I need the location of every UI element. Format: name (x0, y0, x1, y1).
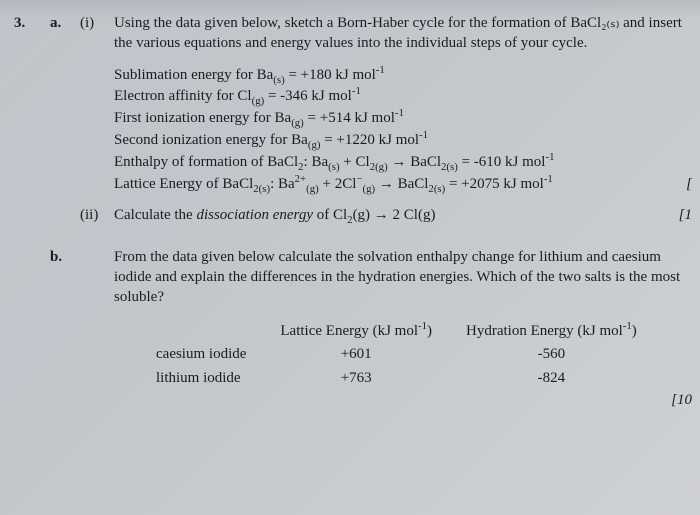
marks-bracket-3: [10 (671, 391, 692, 411)
d6-a: Lattice Energy of BaCl (114, 176, 253, 192)
d3-label: First ionization energy for Ba (114, 110, 291, 126)
phase-g: (g) (308, 139, 321, 151)
unit-sup: -1 (376, 64, 385, 76)
unit-sup: -1 (395, 107, 404, 119)
part-b: b. From the data given below calculate t… (14, 248, 692, 407)
ai-intro-text: Using the data given below, sketch a Bor… (114, 14, 686, 54)
phase-g: (g) (306, 183, 319, 195)
lithium-hydration: -824 (460, 367, 665, 391)
question-number: 3. (14, 14, 50, 196)
sub-2s: 2(s) (428, 183, 445, 195)
caesium-name: caesium iodide (150, 343, 274, 367)
blank-header (150, 320, 274, 344)
aii-dissociation: dissociation energy (196, 207, 313, 223)
hydration-header: Hydration Energy (kJ mol-1) (460, 320, 665, 344)
b-intro-text: From the data given below calculate the … (114, 248, 686, 307)
marks-bracket-2: [1 (679, 206, 692, 226)
d2-label: Electron affinity for Cl (114, 88, 252, 104)
phase-g: (g) (252, 95, 265, 107)
caesium-lattice: +601 (274, 343, 460, 367)
first-ionization-line: First ionization energy for Ba(g) = +514… (114, 109, 686, 129)
d5-c: + Cl (340, 154, 370, 170)
phase-g: (g) (362, 183, 375, 195)
phase-g: (g) (291, 117, 304, 129)
enthalpy-formation-line: Enthalpy of formation of BaCl2: Ba(s) + … (114, 153, 686, 173)
subpart-b-label: b. (50, 248, 80, 407)
second-ionization-line: Second ionization energy for Ba(g) = +12… (114, 131, 686, 151)
part-a-ii: (ii) Calculate the dissociation energy o… (14, 206, 692, 226)
unit-sup: -1 (352, 85, 361, 97)
lattice-header: Lattice Energy (kJ mol-1) (274, 320, 460, 344)
unit-sup: -1 (419, 129, 428, 141)
aii-t4: (g) → 2 Cl(g) (353, 207, 436, 223)
d6-e: = +2075 kJ mol (445, 176, 544, 192)
d5-b: : Ba (304, 154, 329, 170)
d5-e: = -610 kJ mol (458, 154, 546, 170)
aii-t1: Calculate the (114, 207, 196, 223)
table-header-row: Lattice Energy (kJ mol-1) Hydration Ener… (150, 320, 665, 344)
d5-a: Enthalpy of formation of BaCl (114, 154, 298, 170)
caesium-hydration: -560 (460, 343, 665, 367)
table-row: caesium iodide +601 -560 (150, 343, 665, 367)
sublimation-line: Sublimation energy for Ba(s) = +180 kJ m… (114, 66, 686, 86)
d6-d: → BaCl (375, 176, 428, 192)
phase-s: (s) (273, 74, 284, 86)
lattice-energy-line: Lattice Energy of BaCl2(s): Ba2+(g) + 2C… (114, 175, 686, 195)
aii-t3: of Cl (313, 207, 347, 223)
part-a-i: 3. a. (i) Using the data given below, sk… (14, 14, 692, 196)
sub-2s: 2(s) (441, 161, 458, 173)
roman-ii-label: (ii) (80, 206, 114, 226)
electron-affinity-line: Electron affinity for Cl(g) = -346 kJ mo… (114, 87, 686, 107)
d4-label: Second ionization energy for Ba (114, 132, 308, 148)
marks-bracket-1: [ (686, 175, 692, 195)
d6-b: : Ba (270, 176, 295, 192)
subpart-a-label: a. (50, 14, 80, 196)
sup-2plus: 2+ (295, 173, 307, 185)
sub-2g: 2(g) (370, 161, 388, 173)
aii-text: Calculate the dissociation energy of Cl2… (114, 206, 692, 226)
phase-s: (s) (328, 161, 339, 173)
lithium-lattice: +763 (274, 367, 460, 391)
d3-val: = +514 kJ mol (304, 110, 395, 126)
d4-val: = +1220 kJ mol (320, 132, 419, 148)
roman-i-label: (i) (80, 14, 114, 196)
lithium-name: lithium iodide (150, 367, 274, 391)
d1-label: Sublimation energy for Ba (114, 67, 273, 83)
sub-2s: 2(s) (253, 183, 270, 195)
unit-sup: -1 (544, 173, 553, 185)
d1-val: = +180 kJ mol (285, 67, 376, 83)
question-page: 3. a. (i) Using the data given below, sk… (0, 0, 700, 407)
d2-val: = -346 kJ mol (264, 88, 352, 104)
d6-c: + 2Cl (319, 176, 357, 192)
unit-sup: -1 (545, 151, 554, 163)
table-row: lithium iodide +763 -824 (150, 367, 665, 391)
d5-d: → BaCl (388, 154, 441, 170)
energy-table: Lattice Energy (kJ mol-1) Hydration Ener… (150, 320, 665, 391)
